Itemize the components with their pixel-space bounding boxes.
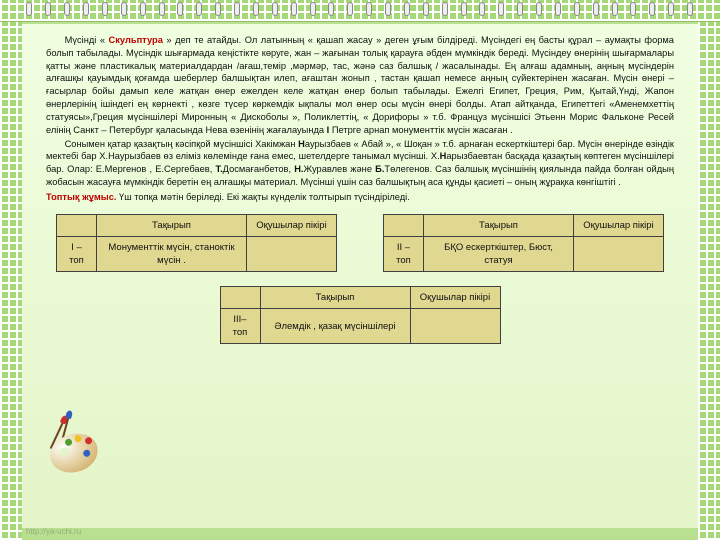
header-topic: Тақырып (97, 214, 247, 236)
cell-group: І – топ (57, 236, 97, 271)
table-group-3: Тақырып Оқушылар пікірі ІІІ– топ Әлемдік… (220, 286, 501, 344)
group-work-rest: Үш топқа мәтін беріледі. Екі жақты күнде… (116, 192, 409, 202)
paragraph-2: Сонымен қатар қазақтың кәсіпқой мүсіншіс… (46, 138, 674, 189)
cell-empty (220, 287, 260, 309)
cell-content: Монументтік мүсін, станоктік мүсін . (97, 236, 247, 271)
header-topic: Тақырып (260, 287, 410, 309)
notebook-left-border (0, 22, 22, 540)
p2-text-d: Досмағанбетов, (223, 164, 295, 174)
cell-opinion (574, 236, 664, 271)
header-opinion: Оқушылар пікірі (410, 287, 500, 309)
p2-text-e: Журавлев және (304, 164, 376, 174)
paint-dab-green (65, 438, 73, 446)
p1-text-c: Петрге арнап монументтік мүсін жасаған . (329, 125, 512, 135)
group-work-label: Топтық жұмыс. (46, 192, 116, 202)
palette-icon (50, 434, 100, 478)
cell-empty (57, 214, 97, 236)
tables-row-top: Тақырып Оқушылар пікірі І – топ Монумент… (46, 214, 674, 272)
header-opinion: Оқушылар пікірі (247, 214, 337, 236)
cell-opinion (247, 236, 337, 271)
table-group-2: Тақырып Оқушылар пікірі ІІ – топ БҚО еск… (383, 214, 664, 272)
p1-keyword: Скульптура (109, 35, 163, 45)
cell-opinion (410, 309, 500, 344)
cell-empty (384, 214, 424, 236)
p2-bold-1: Н (298, 139, 305, 149)
watermark-text: http://ya-uchi.ru (26, 527, 81, 536)
header-topic: Тақырып (424, 214, 574, 236)
notebook-right-border (698, 22, 720, 540)
cell-content: Әлемдік , қазақ мүсіншілері (260, 309, 410, 344)
spiral-binding (0, 2, 720, 18)
table-group-1: Тақырып Оқушылар пікірі І – топ Монумент… (56, 214, 337, 272)
p2-bold-3: Т. (215, 164, 222, 174)
table-row: Тақырып Оқушылар пікірі (57, 214, 337, 236)
paint-dab-blue (83, 449, 91, 457)
header-opinion: Оқушылар пікірі (574, 214, 664, 236)
p2-bold-4: Н. (294, 164, 303, 174)
table-row: ІІІ– топ Әлемдік , қазақ мүсіншілері (220, 309, 500, 344)
group-work-line: Топтық жұмыс. Үш топқа мәтін беріледі. Е… (46, 191, 674, 204)
table3-wrapper: Тақырып Оқушылар пікірі ІІІ– топ Әлемдік… (46, 286, 674, 344)
paint-dab-yellow (74, 435, 82, 443)
paint-dab-red (85, 437, 93, 445)
cell-group: ІІІ– топ (220, 309, 260, 344)
table-row: Тақырып Оқушылар пікірі (220, 287, 500, 309)
p2-text-a: Сонымен қатар қазақтың кәсіпқой мүсіншіс… (65, 139, 299, 149)
palette-hole (59, 447, 70, 457)
p1-text-b: » деп те атайды. Ол латынның « қашап жас… (46, 35, 674, 135)
table-row: ІІ – топ БҚО ескерткіштер, Бюст, статуя (384, 236, 664, 271)
table-row: І – топ Монументтік мүсін, станоктік мүс… (57, 236, 337, 271)
cell-content: БҚО ескерткіштер, Бюст, статуя (424, 236, 574, 271)
page-content: Мүсінді « Скульптура » деп те атайды. Ол… (22, 24, 698, 528)
p1-text-a: Мүсінді « (65, 35, 109, 45)
paragraph-1: Мүсінді « Скульптура » деп те атайды. Ол… (46, 34, 674, 137)
cell-group: ІІ – топ (384, 236, 424, 271)
notebook-top-border (0, 0, 720, 22)
table-row: Тақырып Оқушылар пікірі (384, 214, 664, 236)
